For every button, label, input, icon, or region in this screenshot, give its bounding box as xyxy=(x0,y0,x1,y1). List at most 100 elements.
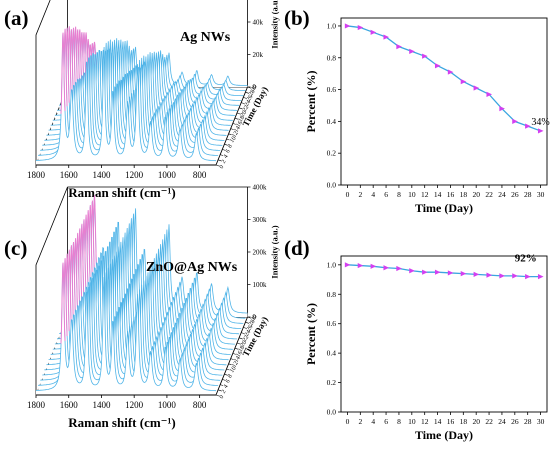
time-tick-label: 30 xyxy=(250,84,258,92)
x-tick-label: 26 xyxy=(511,417,519,426)
data-point xyxy=(422,53,428,59)
time-tick-label: 16 xyxy=(236,350,244,358)
x-tick-label: 10 xyxy=(408,417,416,426)
time-tick xyxy=(245,91,249,94)
plot-frame xyxy=(340,17,548,186)
data-point xyxy=(434,63,441,69)
x-tick-label: 18 xyxy=(460,417,468,426)
raman-tick-label: 1200 xyxy=(125,400,144,410)
x-tick-label: 2 xyxy=(358,190,362,199)
time-tick-label: 18 xyxy=(238,115,246,123)
raman-tick-label: 1000 xyxy=(158,170,177,180)
data-point xyxy=(537,128,544,134)
raman-tick-label: 1800 xyxy=(27,400,46,410)
raman-axis-title: Raman shift (cm⁻¹) xyxy=(68,185,176,200)
time-tick-label: 14 xyxy=(233,355,241,363)
intensity-tick-label: 400k xyxy=(253,184,268,192)
x-tick-label: 4 xyxy=(371,417,375,426)
annotation-label: 34% xyxy=(531,117,549,128)
x-tick-label: 6 xyxy=(384,190,388,199)
data-point xyxy=(434,269,441,275)
raman-tick-label: 1400 xyxy=(92,170,111,180)
panel-label-b: (b) xyxy=(284,6,310,30)
x-tick-label: 22 xyxy=(485,417,493,426)
time-tick xyxy=(228,363,232,366)
data-point xyxy=(344,262,351,268)
time-tick xyxy=(236,112,241,115)
time-tick-label: 18 xyxy=(238,345,246,353)
data-point xyxy=(499,106,505,112)
intensity-tick-label: 100k xyxy=(253,281,268,289)
x-tick-label: 12 xyxy=(421,190,429,199)
data-point xyxy=(525,274,531,280)
intensity-axis-title: Intensity (a.u.) xyxy=(270,0,280,49)
x-tick-label: 20 xyxy=(472,190,480,199)
x-tick-label: 12 xyxy=(421,417,429,426)
time-tick xyxy=(220,154,224,156)
x-axis-title: Time (Day) xyxy=(415,201,473,215)
x-tick-label: 10 xyxy=(408,190,416,199)
raman-tick-label: 1800 xyxy=(27,170,46,180)
time-tick-label: 0 xyxy=(219,164,226,170)
x-tick-label: 16 xyxy=(447,190,455,199)
raman-axis-title: Raman shift (cm⁻¹) xyxy=(68,415,176,430)
time-tick-label: 20 xyxy=(240,340,248,348)
x-tick-label: 30 xyxy=(537,417,545,426)
time-tick xyxy=(245,321,249,324)
y-axis-title: Percent (%) xyxy=(304,303,318,365)
intensity-tick-label: 0 xyxy=(253,84,257,92)
x-tick-label: 24 xyxy=(498,190,506,199)
time-tick-label: 6 xyxy=(225,149,232,155)
data-point xyxy=(499,273,505,279)
y-tick-label: 0.0 xyxy=(327,408,337,417)
x-tick-label: 4 xyxy=(371,190,375,199)
time-axis xyxy=(215,86,248,166)
time-tick-label: 22 xyxy=(242,105,250,113)
raman-tick-label: 1200 xyxy=(125,170,144,180)
data-point xyxy=(357,24,364,31)
time-tick xyxy=(239,337,243,340)
plot-frame xyxy=(340,255,548,413)
y-tick-label: 0.6 xyxy=(327,85,337,94)
data-point xyxy=(473,85,480,91)
raman-tick-label: 800 xyxy=(193,170,207,180)
raman-tick-label: 1000 xyxy=(158,400,177,410)
time-tick xyxy=(226,138,230,141)
sample-title: Ag NWs xyxy=(180,30,231,45)
time-tick xyxy=(243,327,247,329)
x-tick-label: 18 xyxy=(460,190,468,199)
time-tick xyxy=(224,143,228,146)
time-tick-label: 14 xyxy=(233,125,241,133)
x-tick-label: 16 xyxy=(447,417,455,426)
x-tick-label: 0 xyxy=(346,190,350,199)
time-tick-label: 2 xyxy=(221,389,228,395)
time-tick-label: 8 xyxy=(227,143,234,149)
time-tick xyxy=(243,97,247,99)
y-tick-label: 0.4 xyxy=(327,117,337,126)
time-tick-label: 28 xyxy=(248,89,256,97)
x-tick-label: 24 xyxy=(498,417,506,426)
highlight-peak xyxy=(60,262,66,344)
time-tick-label: 26 xyxy=(246,324,254,332)
raman-tick-label: 1400 xyxy=(92,400,111,410)
data-point xyxy=(473,271,480,277)
time-tick xyxy=(220,384,224,386)
data-point xyxy=(486,272,493,278)
data-point xyxy=(447,69,454,75)
time-axis xyxy=(215,316,248,396)
time-tick xyxy=(226,368,230,371)
time-tick-label: 22 xyxy=(242,335,250,343)
time-tick xyxy=(239,107,243,110)
intensity-tick-label: 40k xyxy=(253,19,264,27)
intensity-axis-title: Intensity (a.u.) xyxy=(270,225,280,278)
raman-tick-label: 800 xyxy=(193,400,207,410)
intensity-tick-label: 20k xyxy=(253,51,264,59)
time-tick-label: 10 xyxy=(229,366,237,374)
time-tick xyxy=(218,159,222,162)
time-tick-label: 20 xyxy=(240,110,248,118)
y-axis-title: Percent (%) xyxy=(304,70,318,132)
data-point xyxy=(447,270,454,276)
x-tick-label: 2 xyxy=(358,417,362,426)
y-tick-label: 0.8 xyxy=(327,53,337,62)
